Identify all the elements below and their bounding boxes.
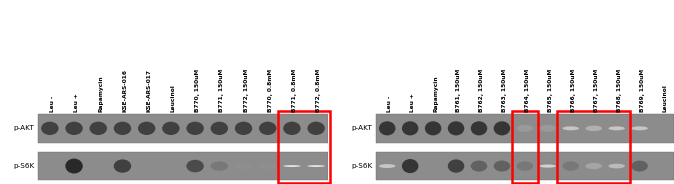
Ellipse shape [586,126,602,131]
Bar [376,152,674,180]
Ellipse shape [425,121,441,135]
Ellipse shape [210,161,228,171]
Text: B768, 150uM: B768, 150uM [617,69,621,112]
Ellipse shape [259,122,276,135]
Text: B772, 150uM: B772, 150uM [243,69,249,112]
Ellipse shape [586,163,602,169]
Ellipse shape [235,122,252,135]
Ellipse shape [307,165,325,167]
Ellipse shape [283,165,301,167]
Text: Leu -: Leu - [388,96,392,112]
Text: Rapamycin: Rapamycin [433,76,438,112]
Ellipse shape [470,121,487,135]
Bar [38,114,328,143]
Text: Leu +: Leu + [410,93,415,112]
Ellipse shape [138,122,156,135]
Ellipse shape [516,161,533,171]
Bar [38,152,328,180]
Ellipse shape [609,126,625,130]
Ellipse shape [307,122,325,135]
Ellipse shape [379,121,396,135]
Ellipse shape [563,126,579,130]
Text: p-S6K: p-S6K [13,163,34,169]
Ellipse shape [114,122,131,135]
Ellipse shape [235,162,252,170]
Ellipse shape [493,121,510,135]
Text: Leu -: Leu - [50,96,55,112]
Text: Rapamycin: Rapamycin [98,76,103,112]
Bar [512,111,538,183]
Ellipse shape [187,160,204,172]
Text: p-AKT: p-AKT [13,125,34,131]
Ellipse shape [283,122,301,135]
Bar [278,111,330,183]
Text: Leucinol: Leucinol [171,84,176,112]
Text: B761, 150uM: B761, 150uM [456,69,461,112]
Text: p-S6K: p-S6K [351,163,372,169]
Ellipse shape [448,121,464,135]
Text: B769, 150uM: B769, 150uM [640,69,644,112]
Ellipse shape [162,122,179,135]
Ellipse shape [540,125,556,132]
Ellipse shape [187,122,204,135]
Ellipse shape [402,159,419,173]
Ellipse shape [402,121,419,135]
Bar [557,111,630,183]
Ellipse shape [65,122,83,135]
Text: KSE-ARS-017: KSE-ARS-017 [147,69,152,112]
Bar [376,114,674,143]
Ellipse shape [609,164,625,168]
Text: B767, 150uM: B767, 150uM [594,69,599,112]
Text: B763, 150uM: B763, 150uM [502,69,507,112]
Text: p-AKT: p-AKT [352,125,372,131]
Text: B765, 150uM: B765, 150uM [548,69,553,112]
Ellipse shape [470,161,487,171]
Ellipse shape [114,159,131,173]
Text: B772, 0.8mM: B772, 0.8mM [316,69,321,112]
Ellipse shape [563,161,579,171]
Text: B764, 150uM: B764, 150uM [525,69,530,112]
Ellipse shape [259,162,276,170]
Ellipse shape [516,125,533,132]
Ellipse shape [632,161,648,171]
Ellipse shape [379,164,396,168]
Text: B771, 150uM: B771, 150uM [219,69,224,112]
Ellipse shape [540,164,556,168]
Text: B770, 150uM: B770, 150uM [195,69,200,112]
Ellipse shape [493,161,510,171]
Text: B770, 0.8mM: B770, 0.8mM [268,69,273,112]
Text: Leu +: Leu + [74,93,79,112]
Text: KSE-ARS-016: KSE-ARS-016 [123,69,127,112]
Ellipse shape [90,122,107,135]
Text: B766, 150uM: B766, 150uM [571,69,576,112]
Ellipse shape [210,122,228,135]
Ellipse shape [41,122,59,135]
Ellipse shape [448,159,464,173]
Text: Leucinol: Leucinol [663,84,667,112]
Ellipse shape [632,126,648,130]
Ellipse shape [65,159,83,174]
Text: B771, 0.8mM: B771, 0.8mM [292,69,297,112]
Text: B762, 150uM: B762, 150uM [479,69,484,112]
